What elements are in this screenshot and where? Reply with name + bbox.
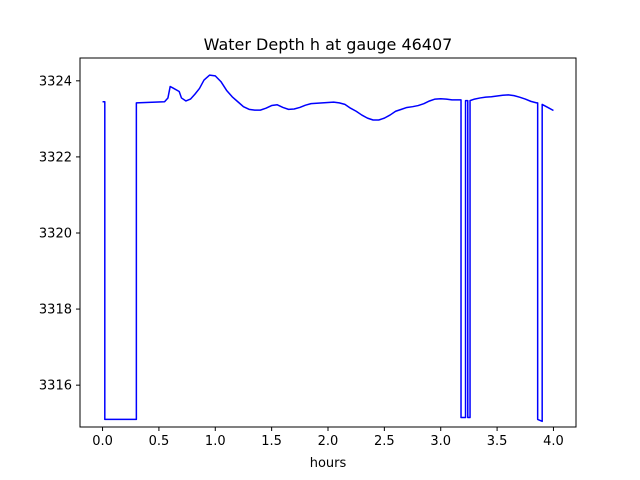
x-tick-label: 1.0 — [205, 434, 226, 449]
x-axis: 0.0 0.5 1.0 1.5 2.0 2.5 3.0 3.5 4.0 — [92, 427, 564, 449]
x-tick-label: 4.0 — [543, 434, 564, 449]
x-tick-label: 0.0 — [92, 434, 113, 449]
x-tick-label: 3.0 — [430, 434, 451, 449]
series-layer — [102, 74, 554, 423]
x-axis-label: hours — [310, 456, 347, 471]
y-tick-label: 3320 — [39, 226, 72, 241]
x-tick-label: 2.0 — [318, 434, 339, 449]
x-tick-label: 2.5 — [374, 434, 395, 449]
y-axis: 3316 3318 3320 3322 3324 — [39, 74, 80, 394]
y-tick-label: 3322 — [39, 150, 72, 165]
series-line-0 — [102, 74, 554, 423]
x-tick-label: 3.5 — [487, 434, 508, 449]
plot-frame — [79, 57, 577, 428]
y-tick-label: 3324 — [39, 74, 72, 89]
y-tick-label: 3316 — [39, 379, 72, 394]
chart-title: Water Depth h at gauge 46407 — [204, 35, 453, 54]
x-tick-label: 1.5 — [261, 434, 282, 449]
plot-area — [79, 57, 577, 428]
x-tick-label: 0.5 — [149, 434, 170, 449]
y-tick-label: 3318 — [39, 303, 72, 318]
